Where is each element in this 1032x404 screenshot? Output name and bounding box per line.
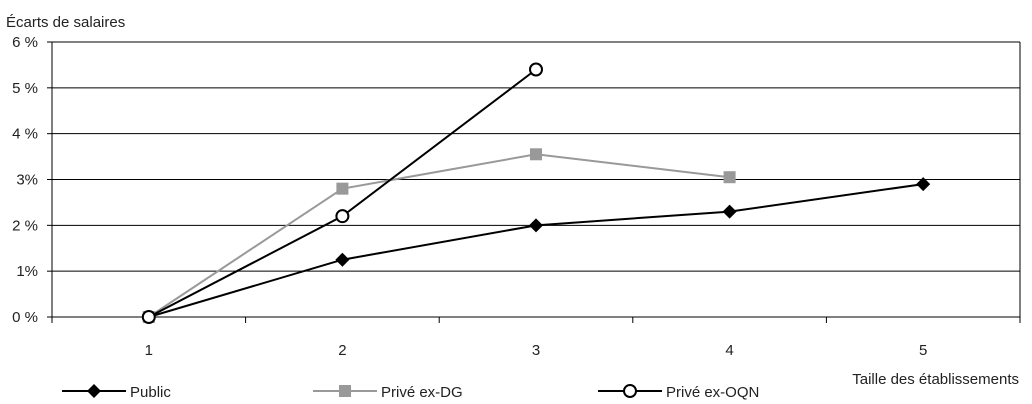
y-tick-label: 0 % [12, 309, 38, 326]
x-tick-label: 5 [919, 342, 927, 359]
data-point [530, 148, 542, 161]
data-point [529, 218, 543, 233]
y-tick-labels: 0 % 1% 2 % 3% 4 % 5 % 6 % [12, 34, 38, 326]
y-tick-label: 1% [16, 263, 38, 280]
grid-lines [52, 41, 1020, 272]
data-point [916, 177, 931, 192]
y-tick-label: 6 % [12, 34, 38, 51]
legend: Public Privé ex-DG Privé ex-OQN [62, 384, 759, 401]
y-tick-label: 3% [16, 172, 38, 189]
y-tick-label: 2 % [12, 217, 38, 234]
axes [47, 41, 1021, 323]
x-axis-title: Taille des établissements [852, 371, 1019, 388]
y-tick-label: 5 % [12, 80, 38, 97]
series-line [148, 153, 730, 318]
x-tick-label: 3 [532, 342, 540, 359]
data-point [723, 171, 736, 184]
legend-label: Privé ex-OQN [666, 384, 759, 401]
data-point [722, 204, 737, 219]
legend-label: Privé ex-DG [381, 384, 463, 401]
data-point [141, 310, 156, 324]
series [141, 62, 931, 324]
legend-marker [623, 384, 637, 398]
data-point [335, 252, 350, 267]
legend-marker [339, 385, 351, 397]
series-line [148, 183, 924, 318]
y-axis-title: Écarts de salaires [6, 14, 125, 31]
x-tick-label: 2 [338, 342, 346, 359]
data-point [529, 62, 543, 77]
data-point [336, 182, 349, 195]
x-tick-label: 1 [145, 342, 153, 359]
data-point [335, 209, 350, 224]
x-tick-label: 4 [725, 342, 733, 359]
x-tick-labels: 1 2 3 4 5 [145, 342, 928, 359]
y-tick-label: 4 % [12, 126, 38, 143]
legend-marker [87, 384, 101, 398]
legend-label: Public [130, 384, 171, 401]
